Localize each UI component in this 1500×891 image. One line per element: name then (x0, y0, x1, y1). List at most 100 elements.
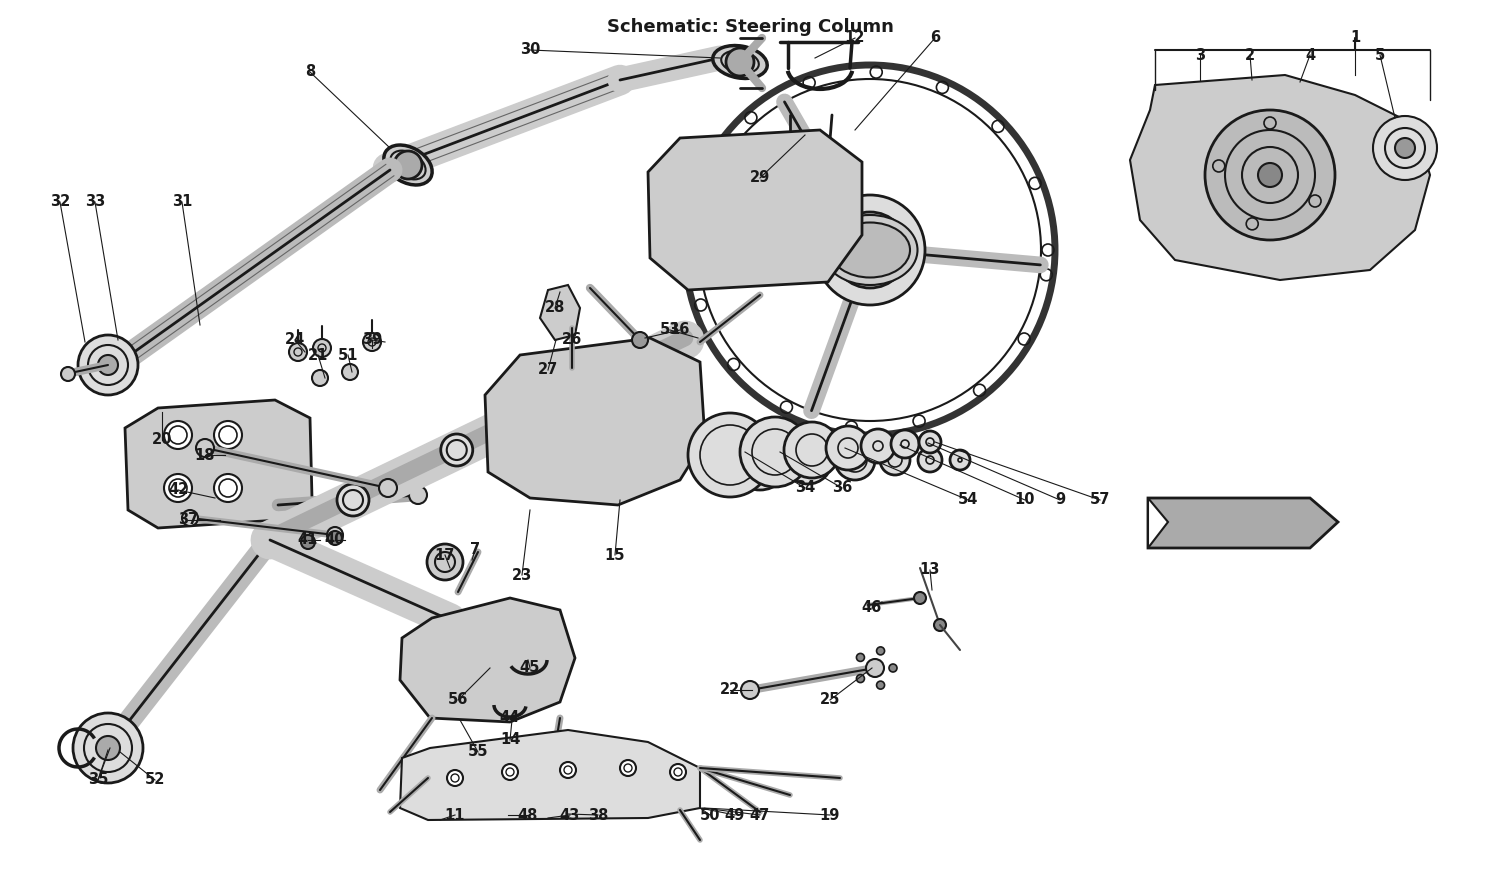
Text: 37: 37 (178, 512, 198, 527)
Circle shape (327, 527, 344, 543)
Text: 17: 17 (435, 547, 454, 562)
Circle shape (394, 151, 422, 179)
Circle shape (560, 762, 576, 778)
Circle shape (827, 426, 870, 470)
Text: 19: 19 (821, 807, 840, 822)
Circle shape (1372, 116, 1437, 180)
Text: 32: 32 (50, 194, 70, 209)
Circle shape (741, 681, 759, 699)
Text: 10: 10 (1014, 493, 1035, 508)
Circle shape (950, 450, 970, 470)
Circle shape (96, 736, 120, 760)
Text: 13: 13 (920, 562, 940, 577)
Polygon shape (124, 400, 312, 528)
Text: 30: 30 (520, 43, 540, 58)
Circle shape (302, 535, 315, 549)
Circle shape (784, 422, 840, 478)
Circle shape (447, 770, 464, 786)
Text: 11: 11 (444, 807, 465, 822)
Circle shape (380, 479, 398, 497)
Text: 23: 23 (512, 568, 532, 583)
Text: 9: 9 (1054, 493, 1065, 508)
Circle shape (784, 436, 832, 484)
Text: 49: 49 (724, 807, 746, 822)
Circle shape (1204, 110, 1335, 240)
Ellipse shape (384, 145, 432, 185)
Polygon shape (1130, 75, 1430, 280)
Circle shape (836, 440, 874, 480)
Circle shape (632, 332, 648, 348)
Circle shape (62, 367, 75, 381)
Text: 34: 34 (795, 480, 814, 495)
Circle shape (670, 764, 686, 780)
Circle shape (1395, 138, 1414, 158)
Text: 28: 28 (544, 300, 566, 315)
Text: 29: 29 (750, 170, 770, 185)
Text: 16: 16 (670, 323, 690, 338)
Polygon shape (1148, 498, 1168, 548)
Circle shape (164, 474, 192, 502)
Circle shape (833, 212, 908, 288)
Polygon shape (484, 338, 705, 505)
Circle shape (815, 195, 926, 305)
Circle shape (880, 445, 910, 475)
Circle shape (314, 339, 332, 357)
Text: 36: 36 (833, 480, 852, 495)
Circle shape (98, 355, 118, 375)
Text: 35: 35 (88, 772, 108, 788)
Text: 12: 12 (844, 30, 865, 45)
Text: 56: 56 (448, 692, 468, 707)
Text: 50: 50 (699, 807, 720, 822)
Circle shape (730, 430, 790, 490)
Text: 33: 33 (86, 194, 105, 209)
Circle shape (620, 760, 636, 776)
Text: 51: 51 (338, 347, 358, 363)
Text: 15: 15 (604, 547, 625, 562)
Circle shape (544, 384, 576, 416)
Polygon shape (400, 598, 574, 722)
Text: 44: 44 (500, 710, 520, 725)
Text: 18: 18 (195, 447, 216, 462)
Circle shape (890, 664, 897, 672)
Circle shape (427, 544, 464, 580)
Text: 20: 20 (152, 432, 172, 447)
Circle shape (410, 486, 428, 504)
Text: 3: 3 (1196, 47, 1204, 62)
Circle shape (740, 417, 810, 487)
Circle shape (847, 228, 892, 272)
Circle shape (891, 438, 909, 456)
Circle shape (1258, 163, 1282, 187)
Circle shape (74, 713, 142, 783)
Circle shape (214, 421, 242, 449)
Circle shape (441, 434, 472, 466)
Circle shape (338, 484, 369, 516)
Text: 57: 57 (1090, 493, 1110, 508)
Ellipse shape (822, 215, 918, 285)
Text: 27: 27 (538, 363, 558, 378)
Circle shape (914, 592, 926, 604)
Circle shape (859, 240, 880, 260)
Text: 8: 8 (304, 64, 315, 79)
Ellipse shape (712, 45, 766, 78)
Polygon shape (648, 130, 862, 290)
Text: 43: 43 (560, 807, 580, 822)
Text: Schematic: Steering Column: Schematic: Steering Column (606, 18, 894, 36)
Text: 14: 14 (500, 732, 520, 748)
Circle shape (918, 448, 942, 472)
Text: 25: 25 (821, 692, 840, 707)
Circle shape (891, 430, 920, 458)
Text: 39: 39 (362, 332, 382, 347)
Circle shape (920, 431, 940, 453)
Text: 47: 47 (750, 807, 770, 822)
Text: 1: 1 (1350, 30, 1360, 45)
Text: 52: 52 (146, 772, 165, 788)
Circle shape (196, 439, 214, 457)
Text: 21: 21 (308, 347, 328, 363)
Circle shape (688, 413, 772, 497)
Text: 4: 4 (1305, 47, 1316, 62)
Circle shape (363, 333, 381, 351)
Text: 45: 45 (520, 660, 540, 675)
Text: 22: 22 (720, 683, 740, 698)
Circle shape (214, 474, 242, 502)
Text: 41: 41 (298, 533, 318, 547)
